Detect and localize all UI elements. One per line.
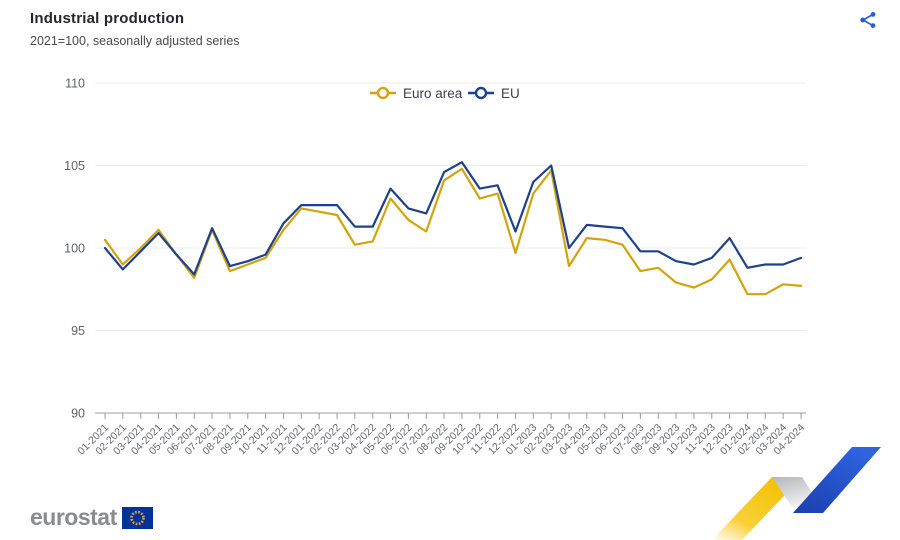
eurostat-ribbon-graphic (712, 447, 881, 540)
chart-header: Industrial production 2021=100, seasonal… (30, 10, 240, 48)
y-axis-label-100: 100 (64, 242, 85, 256)
eu-line (103, 161, 803, 276)
legend-label: Euro area (403, 86, 463, 101)
eurostat-logo-text: eurostat (30, 504, 117, 530)
eu-flag-icon (121, 506, 153, 529)
y-axis-label-110: 110 (65, 77, 85, 91)
share-button[interactable] (856, 8, 880, 32)
euro-area-line (103, 167, 803, 296)
legend-label: EU (501, 86, 520, 101)
page-title: Industrial production (30, 10, 185, 27)
legend-marker-circle (474, 86, 488, 100)
y-axis-label-90: 90 (71, 407, 85, 421)
legend-item-eu[interactable]: EU (468, 86, 520, 101)
eurostat-logo: eurostat (30, 504, 153, 531)
y-axis-label-105: 105 (64, 159, 85, 173)
page-subtitle: 2021=100, seasonally adjusted series (30, 34, 240, 48)
y-axis-label-95: 95 (71, 324, 85, 338)
share-icon (860, 12, 876, 28)
legend-marker-circle (376, 86, 390, 100)
legend-item-euro-area[interactable]: Euro area (370, 86, 463, 101)
